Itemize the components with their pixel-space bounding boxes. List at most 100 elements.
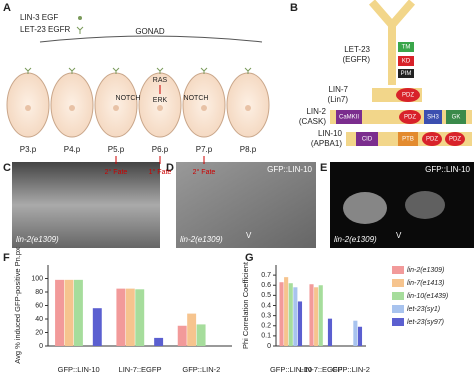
signal-label: NOTCH [184,95,209,102]
cell-label: P3.p [20,145,37,154]
domain [424,110,442,124]
panel-label: F [3,252,10,264]
y-tick-label: 0 [39,343,43,350]
protein-name: LIN-7 [328,85,348,94]
y-tick-label: 0.5 [261,292,271,299]
protein-alias: (APBA1) [311,139,342,148]
domain-label: TM [402,45,411,51]
legend-swatch [392,305,404,313]
domain [398,69,414,78]
cell-label: P6.p [152,145,169,154]
y-tick-label: 0.2 [261,323,271,330]
marker: GFP::LIN-10 [267,165,312,174]
bar [154,337,164,346]
bar [116,288,126,346]
domain-label: PDZ [449,137,461,143]
legend-text: LIN-3 EGF [20,13,58,22]
bar [353,320,358,346]
y-tick-label: 0.1 [261,333,271,340]
bar [357,326,363,346]
protein-name: LET-23 [344,45,370,54]
receptor-icon [156,67,164,74]
y-tick-label: 100 [31,275,43,282]
gonad [39,35,263,43]
genotype: lin-2(e1309) [16,235,59,244]
y-axis-label: Avg % induced GFP-positive Pn.px [13,247,22,364]
legend-swatch [392,279,404,287]
y-tick-label: 20 [35,329,43,336]
legend-label: lin-10(e1439) [407,293,448,300]
bar [177,325,187,346]
bar [327,318,333,346]
bar [284,277,289,346]
cell-label: P7.p [196,145,213,154]
protein-alias: (EGFR) [342,55,370,64]
nucleus [69,105,75,111]
signal-label: RAS [153,77,168,84]
y-tick-label: 0.7 [261,272,271,279]
receptor-icon [112,67,120,74]
y-tick-label: 80 [35,289,43,296]
bar [73,279,83,346]
bar [135,289,145,346]
bar [297,301,303,346]
domain-label: PTB [402,137,414,143]
bar [318,285,323,346]
domain [445,132,465,146]
x-tick-label: LIN-7::EGFP [119,365,162,374]
cell-label: P4.p [64,145,81,154]
panel-label: A [3,2,11,14]
domain-label: PDZ [426,137,438,143]
legend-label: lin-2(e1309) [407,267,444,274]
receptor-icon [200,67,208,74]
y-tick-label: 0 [267,343,271,350]
gonad-label: GONAD [135,27,165,36]
x-tick-label: GFP::LIN-10 [270,365,312,374]
protein-alias: (CASK) [299,117,326,126]
legend-label: lin-7(e1413) [407,280,444,287]
bar [64,279,74,346]
x-tick-label: GFP::LIN-10 [58,365,100,374]
fluorescence [343,192,387,224]
legend-swatch [392,292,404,300]
bar [293,287,298,346]
genotype: lin-2(e1309) [180,235,223,244]
protein-alias: (Lin7) [328,95,349,104]
y-tick-label: 0.3 [261,312,271,319]
domain [356,132,378,146]
receptor-icon [68,67,76,74]
bar [125,288,135,346]
domain [398,42,414,52]
panel-label: B [290,2,298,14]
cell-label: V [396,231,402,240]
cell-label: P5.p [108,145,125,154]
x-tick-label: GFP::LIN-2 [182,365,220,374]
domain-label: PDZ [404,115,416,121]
fate-label: 2° Fate [105,168,128,176]
signal-label: ERK [153,97,168,104]
panel-label: G [245,252,254,264]
nucleus [201,105,207,111]
domain [398,56,414,66]
bar [55,279,65,346]
cell-label: P8.p [240,145,257,154]
domain-label: PIM [401,71,412,77]
panel-label: D [166,162,174,174]
legend-label: let-23(sy97) [407,319,444,326]
cell-label: V [246,231,252,240]
fate-label: 2° Fate [193,168,216,176]
receptor-icon [24,67,32,74]
micrograph [12,162,160,248]
domain [398,132,418,146]
bar [314,287,319,346]
y-tick-label: 0.4 [261,302,271,309]
domain [399,110,421,124]
nucleus [245,105,251,111]
legend-label: let-23(sy1) [407,306,440,313]
bar [187,313,197,346]
marker: GFP::LIN-10 [425,165,470,174]
y-tick-label: 40 [35,316,43,323]
domain-label: SH3 [427,115,439,121]
receptor-stem [388,25,396,85]
